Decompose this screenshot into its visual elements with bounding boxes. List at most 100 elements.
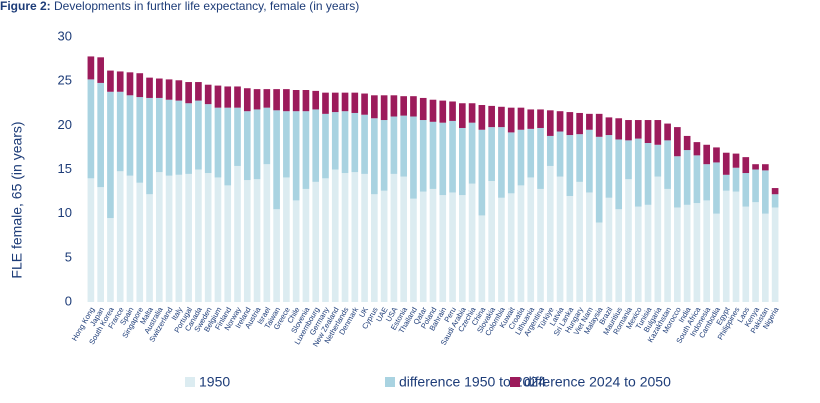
bar-segment (136, 97, 144, 183)
bar-segment (674, 156, 681, 208)
bar-segment (322, 178, 329, 302)
bar-segment (595, 113, 603, 137)
bar-segment (488, 180, 495, 302)
bar-segment (674, 127, 681, 157)
bar-segment (126, 95, 134, 176)
y-tick-label: 25 (58, 73, 72, 88)
bar-segment (527, 109, 535, 129)
bar-segment (488, 105, 495, 128)
bar-segment (742, 206, 750, 302)
bar-segment (605, 135, 613, 198)
bar-segment (742, 157, 750, 174)
bar-segment (664, 140, 671, 189)
bar-segment (498, 197, 505, 302)
y-tick-label: 30 (58, 28, 72, 43)
bar-segment (419, 191, 427, 302)
bar-segment (693, 203, 701, 302)
bar-segment (361, 93, 368, 115)
bar-segment (204, 173, 212, 302)
bar-segment (429, 188, 437, 302)
bar-segment (322, 92, 329, 114)
bar-segment (234, 86, 241, 108)
bar-segment (195, 100, 202, 170)
bar-segment (556, 111, 564, 132)
bar-segment (292, 200, 300, 302)
bar-segment (331, 169, 339, 302)
bar-segment (126, 72, 134, 96)
y-tick-label: 10 (58, 205, 72, 220)
bar-segment (537, 127, 544, 189)
bar-segment (224, 107, 232, 186)
bar-segment (468, 103, 476, 123)
bar-segment (615, 118, 623, 140)
bar-segment (459, 127, 466, 196)
bar-segment (634, 120, 642, 139)
bar-segment (175, 80, 183, 101)
bar-segment (468, 183, 476, 302)
bar-segment (517, 185, 525, 302)
bar-segment (116, 171, 124, 302)
bar-segment (566, 112, 574, 136)
bar-segment (371, 118, 378, 195)
bar-segment (390, 173, 398, 302)
bar-segment (341, 111, 349, 174)
bar-segment (625, 120, 632, 141)
bar-segment (273, 209, 280, 302)
bar-segment (87, 56, 95, 80)
bar-segment (97, 187, 104, 302)
bar-segment (634, 206, 642, 302)
bar-segment (302, 188, 310, 302)
bar-segment (595, 222, 603, 302)
bar-segment (390, 95, 398, 117)
bar-segment (498, 127, 505, 198)
legend-label: difference 1950 to 2024 (399, 374, 546, 390)
y-tick-label: 15 (58, 161, 72, 176)
bar-segment (654, 120, 662, 145)
bar-segment (292, 90, 300, 112)
bar-segment (615, 139, 623, 210)
bar-segment (224, 185, 232, 302)
bar-segment (214, 177, 222, 302)
bar-segment (693, 155, 701, 204)
bar-segment (351, 112, 359, 173)
bar-segment (400, 176, 407, 302)
bar-segment (107, 218, 114, 302)
bar-segment (283, 89, 290, 112)
bar-segment (292, 111, 300, 201)
bar-segment (175, 174, 183, 302)
bar-segment (732, 153, 740, 168)
bar-segment (253, 109, 261, 180)
bar-segment (566, 196, 574, 302)
bar-segment (351, 172, 359, 302)
bar-segment (263, 89, 271, 108)
bar-segment (654, 176, 662, 302)
bar-segment (146, 194, 153, 302)
bar-segment (683, 135, 691, 151)
title-text: Developments in further life expectancy,… (54, 0, 359, 13)
bar-segment (449, 101, 456, 121)
y-tick-label: 0 (65, 293, 72, 308)
bar-segment (762, 170, 769, 214)
bar-segment (468, 122, 476, 184)
legend-label: difference 2024 to 2050 (524, 374, 671, 390)
bar-segment (107, 91, 114, 219)
bar-segment (683, 150, 691, 205)
bar-segment (302, 111, 310, 189)
bar-segment (136, 182, 144, 302)
bar-segment (703, 144, 711, 165)
bar-segment (537, 109, 544, 128)
bar-segment (195, 169, 202, 302)
bar-segment (341, 173, 349, 302)
bar-segment (752, 164, 759, 170)
bar-segment (331, 92, 339, 113)
bar-segment (762, 164, 769, 171)
bar-segment (165, 175, 173, 302)
bar-segment (361, 173, 368, 302)
bar-segment (155, 172, 163, 302)
bar-segment (410, 116, 417, 199)
bar-segment (449, 120, 456, 193)
bar-segment (283, 111, 290, 178)
bar-segment (703, 164, 711, 201)
bar-segment (263, 164, 271, 302)
